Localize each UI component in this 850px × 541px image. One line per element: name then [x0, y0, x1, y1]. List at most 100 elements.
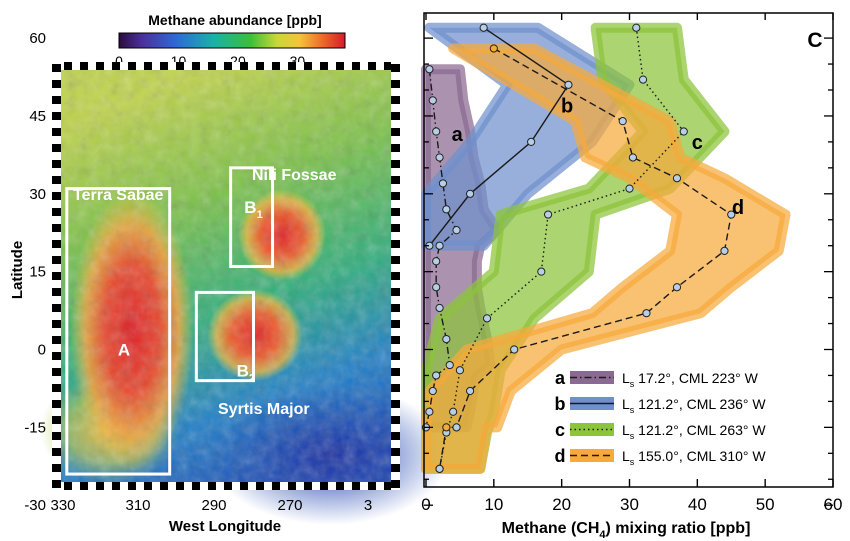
region-marker-label: B1: [244, 198, 262, 221]
data-point-d: [672, 174, 682, 183]
data-point-c: [625, 184, 634, 193]
map-border-top: [52, 62, 400, 70]
profile-x-axis-label: Methane (CH4) mixing ratio [ppb]: [502, 520, 751, 541]
data-point-c: [638, 75, 648, 84]
profile-x-tick-labels: 0 10 20 30 40 50 60: [421, 495, 842, 514]
profile-x-tick-label: 30: [620, 495, 639, 514]
legend-letter: b: [555, 394, 566, 414]
data-point-a: [425, 407, 434, 416]
legend-letter: d: [555, 446, 566, 466]
profile-x-tick-label: 60: [824, 495, 843, 514]
map-y-tick-label: 60: [29, 30, 46, 47]
map-y-axis-label: Latitude: [9, 241, 26, 299]
map-y-tick-label: 30: [29, 186, 46, 203]
data-point-c: [482, 314, 492, 323]
profile-x-tick-label: 40: [688, 495, 707, 514]
map-border-left: [52, 62, 61, 490]
series-letter-labels: a b c d: [452, 96, 745, 219]
data-point-d: [727, 210, 736, 219]
map-border-bottom: [52, 482, 400, 490]
profile-x-tick-label: 0: [421, 495, 430, 514]
data-point-d: [435, 464, 444, 473]
data-point-c: [449, 407, 458, 416]
series-label-d: d: [732, 197, 744, 219]
region-name-label: Syrtis Major: [218, 401, 310, 418]
legend-text: Ls 121.2°, CML 263° W: [622, 422, 766, 441]
data-point-a: [452, 226, 461, 235]
data-point-a: [442, 335, 451, 344]
legend-letter: c: [555, 420, 565, 440]
map-x-tick-label: 330: [50, 497, 75, 514]
confidence-bands: [421, 22, 791, 474]
data-point-d: [720, 246, 729, 255]
data-point-b: [465, 189, 475, 198]
legend-swatch: [570, 423, 614, 436]
region-name-label: Nili Fossae: [252, 167, 337, 184]
map-x-tick-labels: 330 310 290 270 3: [50, 497, 372, 514]
region-box-2: [229, 166, 275, 268]
region-name-label: Terra Sabae: [73, 187, 164, 204]
data-point-d: [642, 309, 651, 318]
data-point-a: [428, 386, 437, 396]
data-point-a: [432, 371, 441, 380]
colorbar-title: Methane abundance [ppb]: [148, 12, 321, 28]
data-point-d: [510, 345, 519, 354]
data-point-d: [628, 153, 637, 162]
legend-letter: a: [555, 368, 566, 388]
data-point-c: [632, 23, 641, 32]
profile-x-tick-label: 50: [756, 495, 775, 514]
data-point-a: [425, 65, 434, 74]
series-label-a: a: [452, 124, 464, 146]
data-point-a: [445, 360, 454, 370]
data-point-b: [527, 137, 536, 146]
data-point-a: [428, 96, 437, 105]
legend-text: Ls 155.0°, CML 310° W: [622, 448, 766, 467]
data-point-a: [435, 153, 444, 162]
legend-item-b: b Ls 121.2°, CML 236° W: [555, 394, 767, 415]
legend-text: Ls 17.2°, CML 223° W: [622, 370, 759, 389]
profile-x-tick-label: 10: [484, 495, 503, 514]
map-labels: A B1 B2: [118, 198, 263, 384]
map-x-tick-label: 3: [364, 497, 372, 514]
map-y-tick-label: -15: [24, 419, 46, 436]
map-x-tick-label: 310: [125, 497, 150, 514]
map-y-tick-label: 15: [29, 264, 46, 281]
data-point-c: [537, 267, 546, 276]
region-box-3: [194, 290, 256, 383]
data-point-d: [489, 44, 498, 53]
region-marker-label: A: [118, 341, 130, 360]
data-point-a: [432, 127, 441, 136]
region-marker-label: B2: [237, 361, 255, 384]
data-point-c: [679, 127, 688, 136]
legend-item-c: c Ls 121.2°, CML 263° W: [555, 420, 766, 441]
data-point-a: [438, 179, 448, 188]
methane-map: Methane abundance [ppb] 0 10 20 30 Terra Sa…: [9, 12, 450, 535]
data-point-c: [455, 366, 465, 375]
map-image: [40, 70, 450, 525]
data-point-d: [672, 283, 682, 292]
colorbar: [118, 32, 346, 49]
series-label-b: b: [561, 96, 573, 118]
colorbar-tick-label: 0: [115, 53, 123, 69]
data-point-c: [544, 210, 553, 219]
panel-label: C: [807, 29, 822, 52]
map-y-tick-labels: 60 45 30 15 0 -15 -30: [24, 30, 46, 514]
legend-item-d: d Ls 155.0°, CML 310° W: [555, 446, 767, 467]
map-border-right: [391, 62, 400, 490]
map-y-tick-label: -30: [24, 497, 46, 514]
plot-frame: [423, 12, 834, 488]
profile-x-tick-label: 20: [552, 495, 571, 514]
data-point-d: [465, 386, 475, 396]
legend-text: Ls 121.2°, CML 236° W: [622, 396, 766, 415]
region-box-1: [65, 187, 172, 476]
series-label-c: c: [692, 132, 703, 154]
map-regions: Terra Sabae Nili Fossae Syrtis Major: [65, 166, 337, 476]
map-y-tick-label: 45: [29, 108, 46, 125]
legend: a Ls 17.2°, CML 223° W b Ls 121.2°, CML 236…: [555, 368, 767, 467]
data-point-a: [442, 205, 451, 214]
data-point-d: [618, 117, 627, 126]
data-point-b: [564, 80, 573, 89]
data-point-d: [452, 423, 461, 432]
